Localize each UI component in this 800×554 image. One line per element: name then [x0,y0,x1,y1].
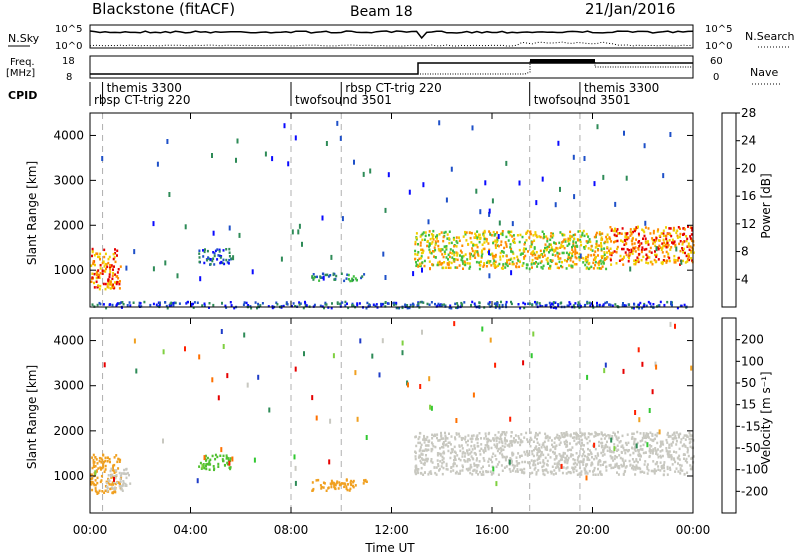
station-title: Blackstone (fitACF) [92,0,235,18]
colorbar-tick-3: 16 [741,189,756,203]
echo-region-4 [414,430,695,477]
freq-panel: Freq. [MHz] 18 8 60 0 Nave [6,55,780,85]
freq-label: Freq. [10,57,35,68]
freq-unit: [MHz] [6,68,35,79]
velocity-colorbar-label: Velocity [m s⁻¹] [759,371,773,464]
x-tick-label-6: 00:00 [676,523,711,537]
y-tick-label-2: 3000 [53,173,84,187]
cpid-program-1: rbsp CT-trig 220 [94,93,190,107]
cpid-program-0: themis 3300 [107,81,182,95]
echo-region-1 [198,247,233,266]
echo-region-2 [311,272,366,283]
y-tick-label-3: 4000 [53,128,84,142]
colorbar-tick-0: 200 [741,333,764,347]
freq-tick-top: 18 [62,56,75,67]
colorbar-tick-5: 24 [741,134,756,148]
nsky-panel: N.Sky 10^5 10^0 10^5 10^0 N.Search [8,24,795,52]
beam-label: Beam 18 [350,4,413,20]
velocity-ylabel: Slant Range [km] [25,365,39,469]
echo-region-0 [90,247,122,291]
colorbar-tick-2: 50 [741,376,756,390]
nsky-tick-top: 10^5 [55,24,82,35]
cpid-program-5: themis 3300 [584,81,659,95]
power-panel: Slant Range [km] Power [dB] 1000 2000 3000… [25,106,773,310]
echo-region-4 [605,225,695,266]
nave-tick-bottom: 0 [713,72,719,83]
y-tick-label-1: 2000 [53,424,84,438]
colorbar-tick-1: 8 [741,245,749,259]
echo-region-1 [105,467,132,492]
nsearch-tick-top: 10^5 [705,24,732,35]
x-tick-label-0: 00:00 [73,523,108,537]
colorbar-tick-2: 12 [741,217,756,231]
x-tick-label-1: 04:00 [173,523,208,537]
nsky-tick-bottom: 10^0 [55,41,82,52]
colorbar-tick-4: -15 [741,419,761,433]
colorbar-tick-6: -100 [741,463,768,477]
y-tick-label-0: 1000 [53,263,84,277]
y-tick-label-2: 3000 [53,379,84,393]
colorbar-tick-6: 28 [741,106,756,120]
colorbar-tick-3: 15 [741,398,756,412]
x-tick-label-4: 16:00 [475,523,510,537]
colorbar-tick-4: 20 [741,161,756,175]
cpid-label: CPID [8,89,37,102]
nave-label: Nave [750,66,778,79]
x-axis-label: Time UT [364,541,415,554]
x-tick-label-3: 12:00 [374,523,409,537]
nsearch-tick-bottom: 10^0 [705,41,732,52]
cpid-program-3: rbsp CT-trig 220 [345,81,441,95]
y-tick-label-3: 4000 [53,334,84,348]
power-colorbar-label: Power [dB] [759,173,773,238]
colorbar-tick-7: -200 [741,484,768,498]
date-label: 21/Jan/2016 [585,0,676,18]
nave-tick-top: 60 [710,56,723,67]
freq-tick-bottom: 8 [66,72,72,83]
nsky-label: N.Sky [8,32,40,45]
colorbar-tick-5: -50 [741,441,761,455]
nsearch-label: N.Search [745,30,795,43]
y-tick-label-1: 2000 [53,218,84,232]
power-ylabel: Slant Range [km] [25,161,39,265]
velocity-panel: Slant Range [km] Velocity [m s⁻¹] Time U… [25,317,773,554]
cpid-program-4: twofsound 3501 [534,93,631,107]
cpid-program-2: twofsound 3501 [295,93,392,107]
y-tick-label-0: 1000 [53,469,84,483]
echo-region-3 [414,229,608,271]
x-tick-label-5: 20:00 [575,523,610,537]
x-tick-label-2: 08:00 [274,523,309,537]
colorbar-tick-1: 100 [741,354,764,368]
colorbar-tick-0: 4 [741,272,749,286]
